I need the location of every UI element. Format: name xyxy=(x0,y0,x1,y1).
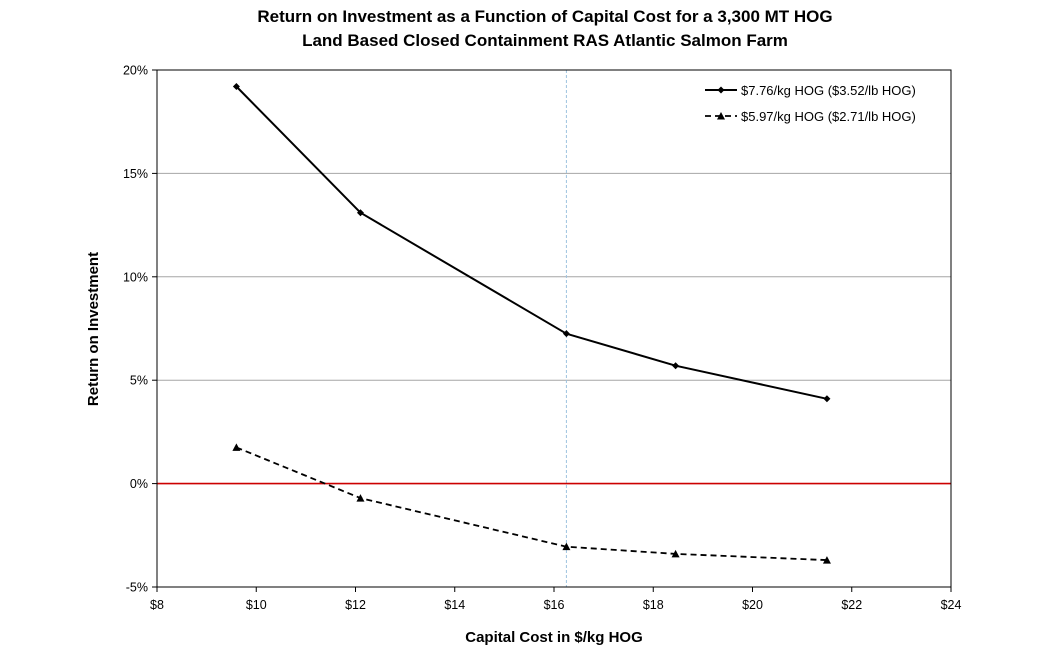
y-tick-label: 5% xyxy=(130,374,148,388)
data-point-triangle xyxy=(671,549,680,558)
x-tick-label: $10 xyxy=(246,598,267,612)
legend-label-series-1: $7.76/kg HOG ($3.52/lb HOG) xyxy=(741,83,916,98)
x-tick-label: $8 xyxy=(150,598,164,612)
legend-label-series-2: $5.97/kg HOG ($2.71/lb HOG) xyxy=(741,109,916,124)
x-tick-label: $16 xyxy=(544,598,565,612)
data-point-triangle xyxy=(232,443,241,451)
data-point-triangle xyxy=(822,556,831,564)
series-2 xyxy=(232,443,831,564)
y-tick-label: 20% xyxy=(123,64,148,78)
data-point-diamond xyxy=(562,330,570,338)
y-tick-label: 0% xyxy=(130,477,148,491)
data-point-triangle xyxy=(356,494,365,502)
x-axis-title: Capital Cost in $/kg HOG xyxy=(465,629,643,646)
gridlines xyxy=(157,172,951,381)
chart-legend: $7.76/kg HOG ($3.52/lb HOG) $5.97/kg HOG… xyxy=(705,83,916,124)
chart-title-line-1: Return on Investment as a Function of Ca… xyxy=(257,7,832,26)
data-point-diamond xyxy=(823,395,831,403)
x-tick-label: $20 xyxy=(742,598,763,612)
x-tick-label: $14 xyxy=(444,598,465,612)
x-tick-label: $24 xyxy=(941,598,962,612)
plot-area-frame xyxy=(156,69,952,588)
y-tick-label: 15% xyxy=(123,167,148,181)
reference-lines xyxy=(157,70,951,587)
series-line-1 xyxy=(235,85,828,400)
series-1 xyxy=(232,83,831,403)
data-point-diamond xyxy=(232,83,240,91)
x-tick-label: $12 xyxy=(345,598,366,612)
data-point-triangle xyxy=(562,542,571,551)
legend-entry-series-1: $7.76/kg HOG ($3.52/lb HOG) xyxy=(705,83,916,98)
x-tick-label: $18 xyxy=(643,598,664,612)
data-series xyxy=(232,83,831,564)
y-axis-title: Return on Investment xyxy=(85,252,102,406)
y-tick-label: 10% xyxy=(123,270,148,284)
legend-marker-diamond-icon xyxy=(717,86,725,94)
data-point-diamond xyxy=(672,362,680,370)
series-line-2 xyxy=(236,446,827,561)
legend-marker-triangle-icon xyxy=(717,112,725,120)
legend-entry-series-2: $5.97/kg HOG ($2.71/lb HOG) xyxy=(705,109,916,124)
x-tick-label: $22 xyxy=(841,598,862,612)
chart-title-line-2: Land Based Closed Containment RAS Atlant… xyxy=(302,31,788,50)
axis-ticks: -5% 0% 5% 10% 15% 20% $8 $10 $12 $14 $16 $18 $20 $22 $… xyxy=(123,64,962,613)
y-tick-label: -5% xyxy=(126,581,148,595)
data-point-diamond xyxy=(356,209,364,217)
